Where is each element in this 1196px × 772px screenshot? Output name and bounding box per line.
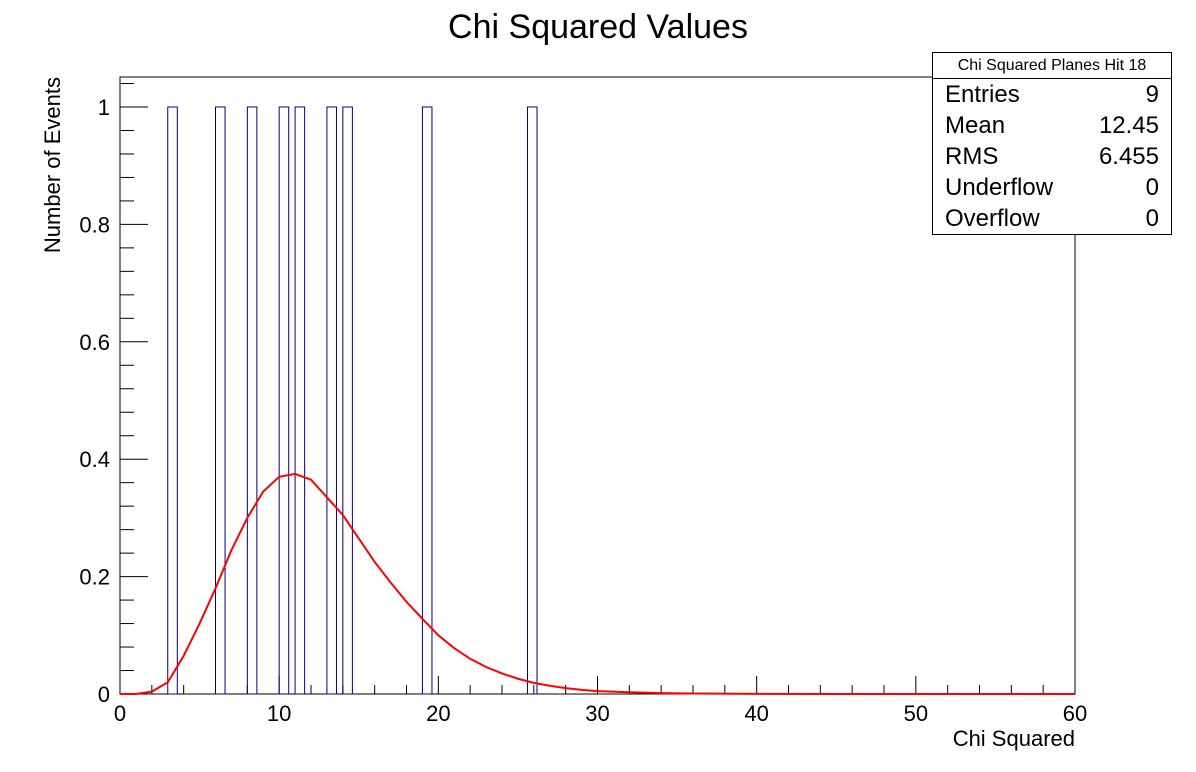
- stats-key: Underflow: [945, 174, 1054, 201]
- y-tick-label: 0: [98, 682, 110, 707]
- x-tick-label: 10: [267, 701, 291, 726]
- histogram-bins: [167, 106, 538, 695]
- histogram-bar: [215, 106, 226, 695]
- x-tick-label: 0: [114, 701, 126, 726]
- histogram-bar: [421, 106, 433, 695]
- stats-title: Chi Squared Planes Hit 18: [933, 53, 1171, 79]
- histogram-bar: [246, 106, 258, 695]
- x-axis-label: Chi Squared: [953, 726, 1075, 751]
- histogram-bar: [294, 106, 306, 695]
- stats-key: Overflow: [945, 205, 1040, 232]
- y-tick-label: 0.2: [79, 565, 110, 590]
- y-tick-label: 1: [98, 95, 110, 120]
- y-tick-label: 0.6: [79, 330, 110, 355]
- stats-value: 0: [1145, 174, 1159, 201]
- fit-curve: [120, 472, 1075, 695]
- x-tick-label: 50: [904, 701, 928, 726]
- axis-ticks: [119, 83, 1076, 695]
- y-tick-label: 0.4: [79, 447, 110, 472]
- y-tick-label: 0.8: [79, 212, 110, 237]
- x-tick-label: 60: [1063, 701, 1087, 726]
- stats-row-overflow: Overflow 0: [945, 203, 1159, 234]
- stats-value: 9: [1145, 81, 1159, 108]
- y-axis-label: Number of Events: [40, 77, 65, 253]
- stats-box: Chi Squared Planes Hit 18 Entries 9 Mean…: [932, 52, 1172, 235]
- histogram-bar: [278, 106, 290, 695]
- chart-title: Chi Squared Values: [448, 8, 748, 46]
- histogram-bar: [342, 106, 353, 695]
- stats-key: RMS: [945, 143, 999, 170]
- histogram-bar: [526, 106, 538, 695]
- stats-value: 0: [1145, 205, 1159, 232]
- stats-value: 12.45: [1098, 112, 1159, 139]
- stats-row-underflow: Underflow 0: [945, 172, 1159, 203]
- tick-labels: 0 10 20 30 40 50 60 0 0.2 0.4 0.6 0.8 1: [79, 95, 1087, 726]
- x-tick-label: 30: [585, 701, 609, 726]
- stats-row-rms: RMS 6.455: [945, 141, 1159, 172]
- stats-value: 6.455: [1098, 143, 1159, 170]
- stats-key: Mean: [945, 112, 1006, 139]
- stats-row-entries: Entries 9: [945, 79, 1159, 110]
- stats-row-mean: Mean 12.45: [945, 110, 1159, 141]
- stats-key: Entries: [945, 81, 1020, 108]
- histogram-bar: [167, 106, 178, 695]
- x-tick-label: 40: [744, 701, 768, 726]
- x-tick-label: 20: [426, 701, 450, 726]
- histogram-bar: [326, 106, 337, 695]
